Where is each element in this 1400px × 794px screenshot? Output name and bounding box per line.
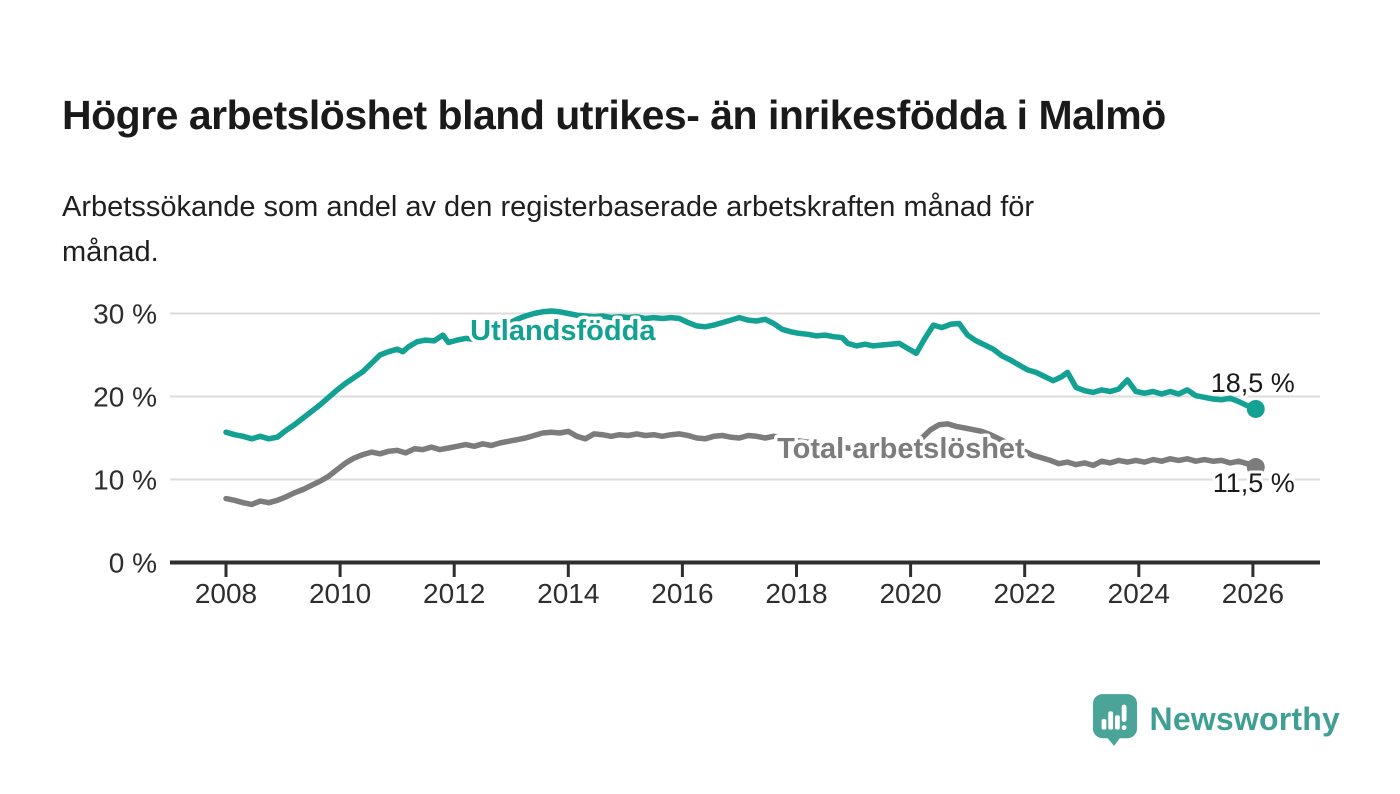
newsworthy-brand-lockup[interactable]: Newsworthy xyxy=(1092,693,1340,746)
chart-title: Högre arbetslöshet bland utrikes- än inr… xyxy=(62,92,1166,139)
y-tick-label: 20 % xyxy=(93,382,157,413)
x-tick-label: 2026 xyxy=(1222,578,1284,609)
end-value-label-utlandsfodda: 18,5 % xyxy=(1211,368,1295,398)
x-tick-label: 2024 xyxy=(1108,578,1170,609)
y-tick-label: 30 % xyxy=(93,299,157,330)
series-label-utlandsfodda: Utlandsfödda xyxy=(470,315,656,347)
end-value-label-total: 11,5 % xyxy=(1213,468,1295,498)
brand-name: Newsworthy xyxy=(1149,701,1340,737)
x-tick-label: 2016 xyxy=(651,578,713,609)
x-tick-label: 2022 xyxy=(994,578,1056,609)
x-tick-label: 2014 xyxy=(537,578,599,609)
x-tick-label: 2008 xyxy=(195,578,257,609)
series-end-dot-total xyxy=(1246,458,1265,477)
series-line-utlandsfodda xyxy=(223,308,1259,442)
y-tick-label: 0 % xyxy=(109,548,157,579)
x-tick-label: 2012 xyxy=(423,578,485,609)
series-end-dot-utlandsfodda xyxy=(1246,399,1265,418)
y-tick-label: 10 % xyxy=(93,465,157,496)
newsworthy-logo-icon xyxy=(1092,694,1137,746)
x-tick-label: 2018 xyxy=(765,578,827,609)
chart-canvas: 2008 2010 2012 2014 2016 2018 2020 2022 2024 2026… xyxy=(93,299,1320,609)
chart-subtitle: Arbetssökande som andel av den registerb… xyxy=(62,191,1035,268)
x-tick-label: 2020 xyxy=(879,578,941,609)
series-line-total xyxy=(223,421,1259,508)
x-tick-label: 2010 xyxy=(309,578,371,609)
series-label-total: Total arbetslöshet xyxy=(777,433,1025,465)
